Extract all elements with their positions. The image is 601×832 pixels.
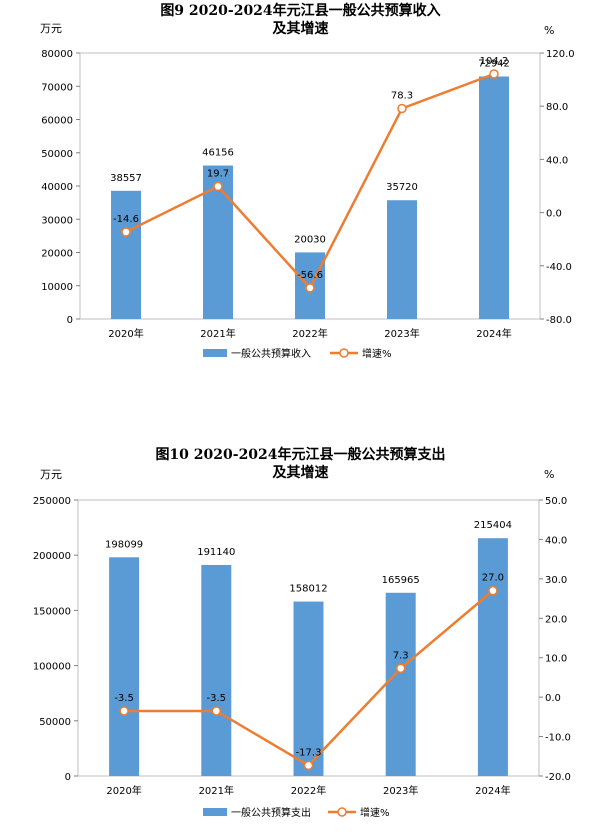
expenditure-chart: 图10 2020-2024年元江县一般公共预算支出 及其增速 万元 % 0 500…: [0, 440, 601, 832]
left-tick-label: 80000: [41, 49, 73, 60]
bar: [109, 557, 140, 776]
left-tick-label: 250000: [33, 496, 71, 507]
growth-point: [489, 69, 499, 79]
category-label: 2024年: [476, 327, 511, 340]
bar: [385, 592, 416, 776]
chart-title-line1: 图10 2020-2024年元江县一般公共预算支出: [155, 447, 446, 463]
growth-point: [303, 760, 314, 771]
bar-value-label: 35720: [386, 182, 418, 193]
right-tick-label: 120.0: [546, 49, 575, 60]
legend-line-label: 增速%: [362, 347, 392, 360]
category-label: 2021年: [199, 784, 234, 797]
left-axis-unit: 万元: [40, 22, 62, 35]
chart-title-line2: 及其增速: [272, 21, 329, 37]
right-tick-label: 40.0: [545, 535, 567, 546]
bar-value-label: 158012: [289, 584, 327, 595]
left-tick-label: 60000: [41, 116, 73, 127]
bar-value-label: 165965: [382, 575, 420, 586]
category-label: 2023年: [383, 784, 418, 797]
bar: [387, 200, 417, 319]
bar-value-label: 215404: [474, 520, 512, 531]
right-tick-label: -80.0: [546, 315, 572, 326]
growth-value-label: -14.6: [113, 214, 139, 225]
category-label: 2022年: [291, 784, 326, 797]
right-tick-label: 0.0: [546, 209, 562, 220]
growth-value-label: 19.7: [207, 168, 229, 179]
right-tick-label: 20.0: [545, 614, 567, 625]
left-tick-label: 40000: [41, 182, 73, 193]
growth-point: [121, 227, 131, 237]
category-label: 2020年: [108, 327, 143, 340]
growth-point: [397, 103, 407, 114]
bar: [477, 538, 508, 776]
left-tick-label: 50000: [41, 149, 73, 160]
revenue-chart-svg: 0 10000 20000 30000 40000 50000 60000 70000 8000…: [41, 49, 575, 360]
bar: [111, 190, 141, 319]
growth-value-label: 27.0: [482, 573, 504, 584]
legend-bar-swatch: [203, 808, 227, 816]
right-tick-label: 10.0: [545, 654, 567, 665]
chart-title-line1: 图9 2020-2024年元江县一般公共预算收入: [160, 3, 441, 19]
left-tick-label: 0: [65, 772, 71, 783]
bar-value-label: 198099: [105, 539, 143, 550]
growth-value-label: -3.5: [207, 693, 227, 704]
category-label: 2024年: [475, 784, 510, 797]
bar-value-label: 38557: [110, 173, 142, 184]
left-tick-label: 70000: [41, 82, 73, 93]
growth-value-label: 104.2: [480, 56, 509, 67]
growth-value-label: -56.6: [297, 270, 323, 281]
right-tick-label: 30.0: [545, 575, 567, 586]
growth-value-label: -3.5: [114, 693, 134, 704]
growth-point: [119, 706, 129, 716]
right-tick-label: -10.0: [545, 733, 571, 744]
bar: [293, 601, 324, 776]
category-label: 2022年: [292, 327, 327, 340]
bar: [201, 564, 232, 776]
right-tick-label: 40.0: [546, 155, 568, 166]
category-label: 2023年: [384, 327, 419, 340]
legend-bar-label: 一般公共预算收入: [231, 347, 311, 360]
legend-line-marker: [339, 348, 349, 358]
left-tick-label: 50000: [39, 717, 71, 728]
revenue-chart: 图9 2020-2024年元江县一般公共预算收入 及其增速 万元 % 0 1000…: [0, 0, 601, 380]
left-axis-unit: 万元: [40, 468, 62, 481]
left-tick-label: 100000: [33, 662, 71, 673]
legend-line-marker: [337, 807, 347, 817]
left-tick-label: 200000: [33, 551, 71, 562]
legend-bar-label: 一般公共预算支出: [231, 806, 311, 819]
growth-value-label: -17.3: [296, 747, 322, 758]
right-tick-label: 80.0: [546, 102, 568, 113]
bar-value-label: 191140: [197, 547, 235, 558]
bar-value-label: 46156: [202, 148, 234, 159]
growth-point: [211, 706, 222, 716]
right-tick-label: -20.0: [545, 772, 571, 783]
left-tick-label: 20000: [41, 249, 73, 260]
legend-bar-swatch: [203, 349, 227, 357]
bar: [479, 76, 509, 319]
right-axis-unit: %: [544, 24, 555, 37]
left-tick-label: 150000: [33, 606, 71, 617]
right-tick-label: 0.0: [545, 693, 561, 704]
expenditure-chart-svg: 0 50000 100000 150000 200000 250000 -20.0 -10.0…: [33, 496, 571, 819]
growth-point: [395, 663, 406, 674]
legend-line-label: 增速%: [360, 806, 390, 819]
left-tick-label: 0: [67, 315, 73, 326]
category-label: 2021年: [200, 327, 235, 340]
growth-value-label: 7.3: [393, 650, 409, 661]
category-label: 2020年: [106, 784, 141, 797]
left-tick-label: 30000: [41, 215, 73, 226]
right-tick-label: 50.0: [545, 496, 567, 507]
chart-title-line2: 及其增速: [272, 465, 329, 481]
left-tick-label: 10000: [41, 282, 73, 293]
right-axis-unit: %: [544, 468, 555, 481]
growth-value-label: 78.3: [391, 90, 413, 101]
bar-value-label: 20030: [294, 234, 326, 245]
growth-point: [213, 181, 223, 192]
growth-point: [305, 283, 315, 293]
right-tick-label: -40.0: [546, 262, 572, 273]
growth-point: [488, 585, 498, 596]
bar-value-label: 72942: [478, 58, 510, 69]
